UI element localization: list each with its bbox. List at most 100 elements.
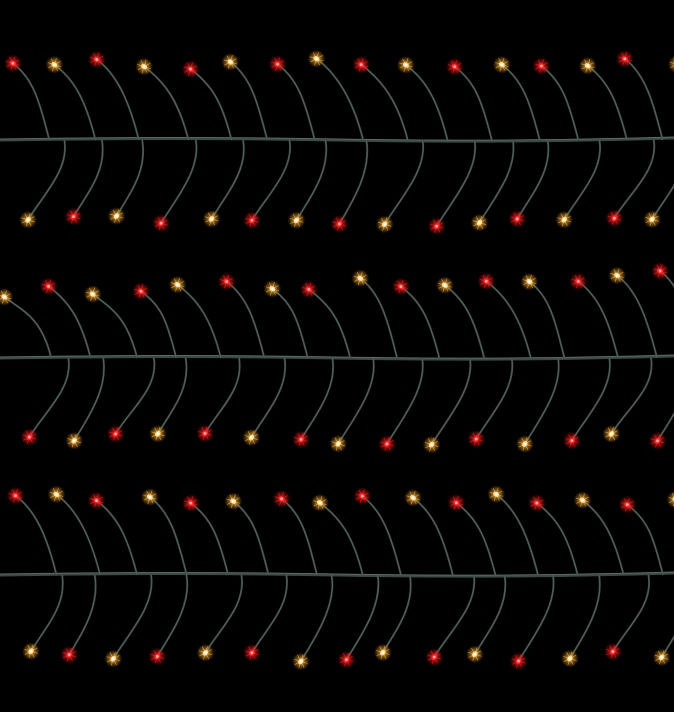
main-wire-highlight <box>0 354 674 359</box>
bulb-core <box>115 214 118 218</box>
bulb-core <box>404 63 408 67</box>
bulb-core <box>156 432 160 436</box>
bulb-core <box>295 218 298 222</box>
strand-highlight <box>433 574 475 658</box>
strand-highlight <box>384 139 424 225</box>
bulb-core <box>225 280 229 283</box>
main-wire-highlight <box>0 136 674 141</box>
bulb-glow <box>667 55 674 73</box>
bulb-core <box>540 64 543 68</box>
bulb-core <box>210 217 213 221</box>
main-wire <box>0 354 674 361</box>
bulb-core <box>95 499 98 502</box>
bulb-core <box>358 276 362 280</box>
bulb-core <box>576 279 580 283</box>
bulb-core <box>67 653 71 657</box>
bulb-core <box>315 57 318 61</box>
bulb-core <box>47 284 50 288</box>
strand-highlight <box>524 357 560 445</box>
bulb-core <box>535 501 539 505</box>
bulb-ray <box>670 61 674 64</box>
bulb-core <box>91 292 95 296</box>
bulb-core <box>570 439 574 443</box>
bulb-core <box>562 218 566 222</box>
bulb-core <box>139 289 143 293</box>
bulb-core <box>527 280 531 284</box>
bulb-core <box>53 63 56 67</box>
strand-highlight <box>386 357 424 445</box>
bulb-core <box>500 63 504 67</box>
strand-highlight <box>431 357 471 445</box>
bulb-core <box>142 65 146 68</box>
bulb-core <box>453 65 457 69</box>
bulb-core <box>612 216 616 220</box>
bulb-core <box>623 57 627 61</box>
bulb-core <box>359 63 363 67</box>
bulb-core <box>204 651 207 655</box>
bulb-core <box>189 67 192 71</box>
bulb-core <box>299 659 303 663</box>
main-wire <box>0 571 674 578</box>
bulb-core <box>231 499 235 503</box>
bulb-core <box>610 432 613 436</box>
bulb-core <box>586 64 590 68</box>
bulb-core <box>250 651 254 655</box>
bulb-core <box>523 442 527 446</box>
bulb-ray <box>668 497 674 500</box>
bulb-core <box>454 501 458 505</box>
bulb-core <box>14 494 17 498</box>
bulb-core <box>299 437 303 441</box>
bulb-core <box>72 439 76 443</box>
bulb-core <box>478 221 481 225</box>
bulb-core <box>318 501 322 505</box>
bulb-core <box>148 495 152 499</box>
bulb-core <box>385 442 389 446</box>
bulb-core <box>111 657 115 661</box>
strand-highlight <box>113 574 152 659</box>
bulb-core <box>515 217 519 221</box>
bulb-core <box>336 442 340 446</box>
bulb-core <box>270 287 274 291</box>
bulb-core <box>95 58 99 61</box>
strand-highlight <box>518 574 554 662</box>
bulb-core <box>474 437 478 441</box>
strand-highlight <box>436 139 476 227</box>
bulb-core <box>159 221 163 225</box>
bulb-ray <box>669 499 674 504</box>
bulb-core <box>337 222 341 226</box>
bulb-core <box>280 497 283 501</box>
bulb-core <box>176 283 179 287</box>
bulb-core <box>625 503 629 507</box>
bulb-core <box>345 658 348 662</box>
bulb-core <box>114 432 117 436</box>
bulb-glow <box>666 490 674 509</box>
bulb-core <box>249 436 253 439</box>
bulb-core <box>494 492 498 496</box>
bulb-core <box>656 439 659 443</box>
bulb-core <box>430 443 433 447</box>
bulb-core <box>383 222 387 226</box>
bulb-core <box>11 61 15 65</box>
bulb-core <box>411 496 415 500</box>
bulb-core <box>27 435 31 439</box>
bulb-core <box>203 431 207 435</box>
bulb-core <box>443 283 447 287</box>
bulb-core <box>399 285 403 288</box>
bulb-core <box>615 274 619 277</box>
strand-highlight <box>337 357 375 444</box>
bulb-core <box>658 269 662 273</box>
bulb-core <box>581 498 584 502</box>
bulb-core <box>517 659 520 663</box>
bulb-core <box>29 649 33 653</box>
bulb-core <box>568 657 572 660</box>
bulb-core <box>360 494 364 498</box>
bulb-ray <box>671 493 674 498</box>
bulb-core <box>381 651 385 654</box>
bulb-core <box>432 655 436 659</box>
bulb-core <box>189 501 193 505</box>
bulb-core <box>276 62 280 66</box>
bulb-core <box>307 287 311 291</box>
bulb-core <box>484 279 488 283</box>
bulb-core <box>660 655 664 659</box>
